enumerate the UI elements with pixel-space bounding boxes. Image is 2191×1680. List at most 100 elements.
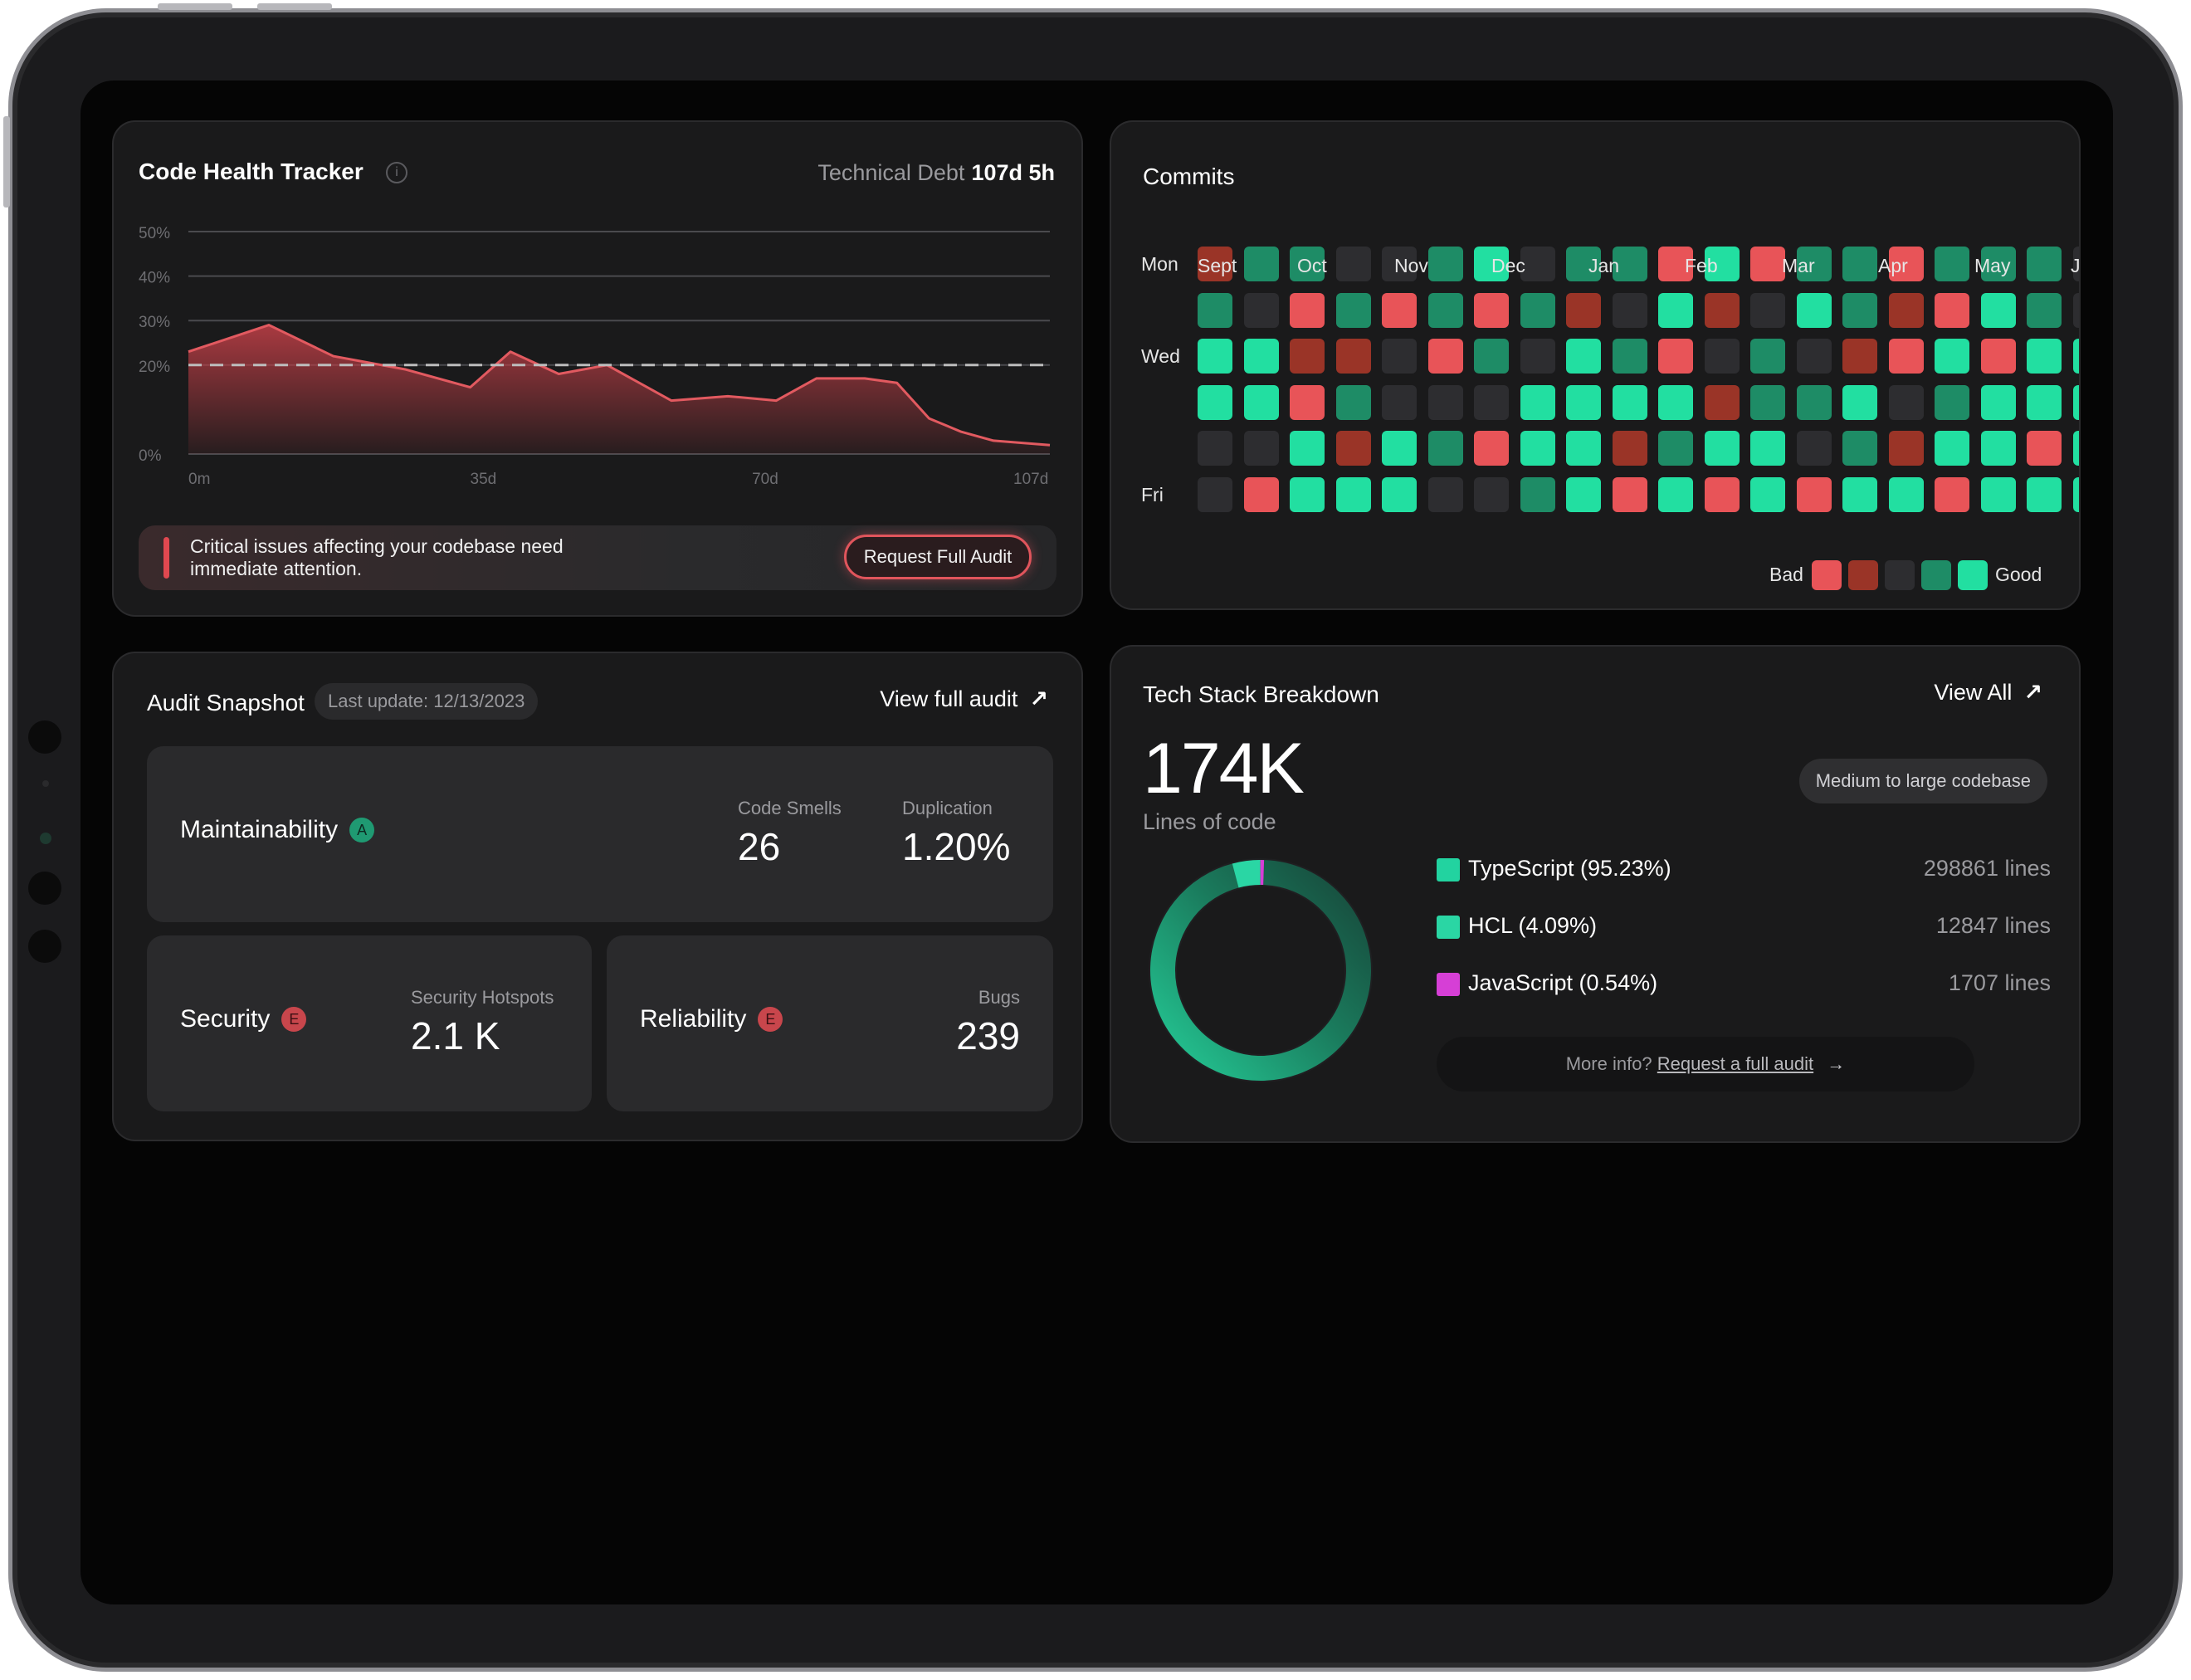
commit-cell[interactable] [1935,476,1969,512]
commit-cell[interactable] [1566,476,1601,512]
commit-cell[interactable] [1335,384,1371,420]
commit-cell[interactable] [1427,292,1463,328]
commit-cell[interactable] [2027,339,2062,374]
commit-cell[interactable] [1520,292,1555,328]
commit-cell[interactable] [1704,476,1740,512]
view-full-audit-link[interactable]: View full audit ↗ [880,686,1048,712]
commit-cell[interactable] [1658,384,1693,420]
commit-cell[interactable] [1198,292,1232,328]
commit-cell[interactable] [2072,339,2079,374]
commit-cell[interactable] [1750,292,1785,328]
commit-cell[interactable] [1842,431,1877,466]
commit-cell[interactable] [1980,384,2016,420]
commit-cell[interactable] [1382,384,1417,420]
commit-cell[interactable] [1935,247,1969,281]
commit-cell[interactable] [1335,292,1371,328]
commit-cell[interactable] [1198,476,1232,512]
view-all-link[interactable]: View All ↗ [1934,680,2042,706]
commit-cell[interactable] [1474,431,1509,466]
commit-cell[interactable] [1888,339,1924,374]
commit-cell[interactable] [1842,292,1877,328]
commit-cell[interactable] [1474,247,1509,281]
commit-cell[interactable] [1750,476,1785,512]
more-info-bar[interactable]: More info? Request a full audit → [1437,1037,1974,1092]
commit-cell[interactable] [1796,476,1832,512]
commit-cell[interactable] [1427,431,1463,466]
commit-cell[interactable] [1382,476,1417,512]
commit-cell[interactable] [1935,292,1969,328]
commit-cell[interactable] [1935,431,1969,466]
commit-cell[interactable] [1796,292,1832,328]
commit-cell[interactable] [1474,476,1509,512]
commit-cell[interactable] [1520,476,1555,512]
maintainability-tile[interactable]: Maintainability A Code Smells 26 Duplicat… [147,746,1053,922]
commit-cell[interactable] [1888,431,1924,466]
commit-cell[interactable] [1888,247,1924,281]
commit-cell[interactable] [2072,292,2079,328]
commit-cell[interactable] [1612,384,1647,420]
commit-cell[interactable] [1612,476,1647,512]
commit-cell[interactable] [1290,339,1325,374]
commit-cell[interactable] [1427,476,1463,512]
commit-cell[interactable] [1842,476,1877,512]
commit-cell[interactable] [1796,384,1832,420]
info-icon[interactable]: i [386,162,407,183]
commit-cell[interactable] [1427,247,1463,281]
commit-cell[interactable] [1658,339,1693,374]
commit-cell[interactable] [1842,339,1877,374]
commit-cell[interactable] [1750,247,1785,281]
commit-cell[interactable] [1382,431,1417,466]
commit-cell[interactable] [1750,384,1785,420]
commit-cell[interactable] [1935,384,1969,420]
commit-cell[interactable] [1243,476,1279,512]
commit-cell[interactable] [1566,292,1601,328]
commit-cell[interactable] [1335,476,1371,512]
commit-cell[interactable] [2027,292,2062,328]
commit-cell[interactable] [1290,292,1325,328]
commit-cell[interactable] [1980,292,2016,328]
commit-cell[interactable] [1335,339,1371,374]
commit-cell[interactable] [1658,476,1693,512]
commit-cell[interactable] [2027,476,2062,512]
commit-cell[interactable] [1566,384,1601,420]
commit-cell[interactable] [1888,384,1924,420]
commit-cell[interactable] [1704,339,1740,374]
commit-cell[interactable] [1612,339,1647,374]
commit-cell[interactable] [1888,292,1924,328]
commit-cell[interactable] [1520,247,1555,281]
commit-cell[interactable] [2072,247,2079,281]
commit-cell[interactable] [1980,431,2016,466]
commit-cell[interactable] [1750,431,1785,466]
commit-cell[interactable] [1198,431,1232,466]
commit-cell[interactable] [1198,339,1232,374]
commit-cell[interactable] [1704,384,1740,420]
commit-cell[interactable] [1198,247,1232,281]
commit-cell[interactable] [1243,431,1279,466]
commit-cell[interactable] [1290,476,1325,512]
commit-cell[interactable] [1566,431,1601,466]
commit-cell[interactable] [1935,339,1969,374]
commit-cell[interactable] [1796,247,1832,281]
commit-cell[interactable] [1290,247,1325,281]
commit-cell[interactable] [2072,476,2079,512]
request-full-audit-button[interactable]: Request Full Audit [844,535,1032,579]
commit-cell[interactable] [1980,339,2016,374]
commit-cell[interactable] [1474,292,1509,328]
commit-cell[interactable] [1520,431,1555,466]
commit-cell[interactable] [1290,431,1325,466]
commit-cell[interactable] [1290,384,1325,420]
commit-cell[interactable] [1335,431,1371,466]
commit-cell[interactable] [1566,247,1601,281]
commit-cell[interactable] [1427,384,1463,420]
commit-cell[interactable] [1704,431,1740,466]
commit-cell[interactable] [2072,384,2079,420]
commit-cell[interactable] [2027,384,2062,420]
commit-cell[interactable] [1842,384,1877,420]
commit-cell[interactable] [1520,339,1555,374]
commit-cell[interactable] [1382,247,1417,281]
commit-cell[interactable] [1243,247,1279,281]
commit-cell[interactable] [1658,247,1693,281]
commit-cell[interactable] [1704,247,1740,281]
commit-cell[interactable] [1520,384,1555,420]
commit-cell[interactable] [1382,292,1417,328]
